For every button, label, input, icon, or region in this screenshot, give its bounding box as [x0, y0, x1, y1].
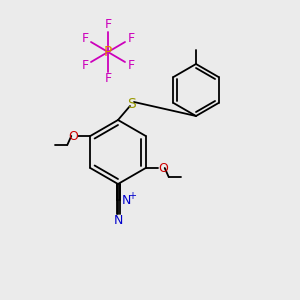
Text: F: F	[104, 73, 112, 85]
Text: F: F	[104, 19, 112, 32]
Text: N: N	[121, 194, 131, 206]
Text: N: N	[113, 214, 123, 226]
Text: +: +	[128, 191, 136, 201]
Text: O: O	[158, 161, 168, 175]
Text: F: F	[128, 32, 134, 45]
Text: P: P	[104, 45, 112, 59]
Text: O: O	[68, 130, 78, 142]
Text: F: F	[128, 59, 134, 72]
Text: F: F	[82, 32, 88, 45]
Text: F: F	[82, 59, 88, 72]
Text: S: S	[128, 97, 136, 111]
